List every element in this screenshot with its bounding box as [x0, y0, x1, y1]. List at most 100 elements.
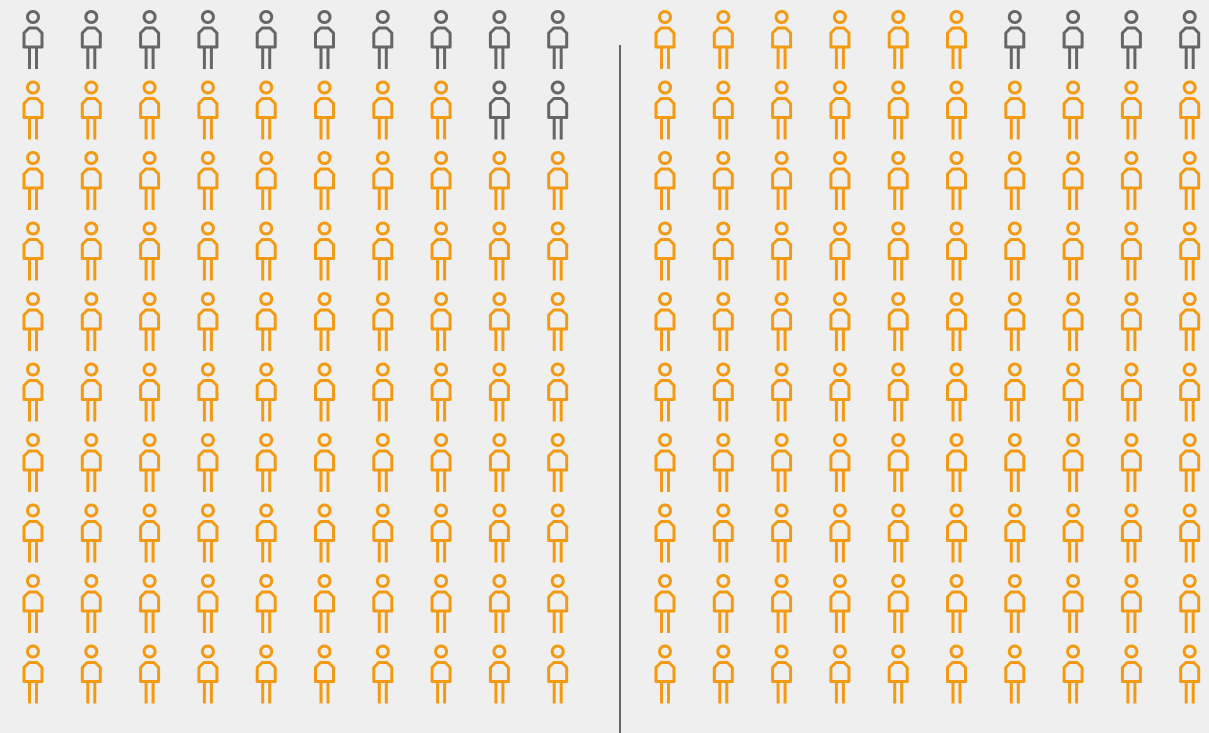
icon-head: [200, 292, 215, 306]
icon-body: [197, 308, 219, 331]
icon-body: [712, 26, 734, 49]
person-icon: [771, 644, 793, 704]
icon-body: [255, 449, 277, 472]
person-icon: [946, 151, 967, 210]
icon-head: [142, 503, 157, 518]
person-icon: [654, 151, 676, 210]
icon-body: [22, 238, 44, 260]
icon-body: [1179, 661, 1201, 683]
icon-head: [26, 221, 40, 236]
icon-body: [314, 590, 335, 613]
icon-body: [771, 449, 793, 472]
icon-body: [488, 449, 510, 472]
icon-head: [26, 433, 40, 447]
icon-body: [372, 167, 394, 190]
icon-body: [430, 520, 452, 542]
person-icon: [547, 221, 569, 281]
icon-body: [1179, 520, 1201, 542]
icon-head: [1182, 362, 1197, 377]
icon-head: [949, 10, 964, 24]
icon-head: [375, 433, 390, 447]
icon-head: [317, 151, 332, 165]
person-icon: [654, 503, 676, 563]
icon-body: [887, 520, 909, 542]
icon-head: [1182, 574, 1197, 588]
person-icon: [946, 10, 967, 69]
icon-body: [139, 308, 161, 331]
icon-body: [22, 590, 44, 613]
icon-body: [1120, 238, 1142, 260]
person-icon: [887, 433, 909, 492]
icon-body: [139, 590, 161, 613]
icon-body: [430, 167, 452, 190]
icon-body: [22, 167, 44, 190]
icon-head: [375, 151, 390, 165]
icon-body: [771, 590, 793, 613]
icon-body: [80, 590, 102, 613]
icon-head: [434, 362, 449, 377]
icon-head: [200, 433, 215, 447]
person-icon: [139, 151, 161, 210]
icon-head: [259, 151, 274, 165]
icon-head: [200, 644, 215, 659]
person-icon: [1120, 433, 1142, 492]
person-icon: [712, 433, 734, 492]
icon-head: [658, 151, 672, 165]
icon-head: [1066, 503, 1081, 518]
icon-body: [80, 379, 102, 401]
icon-head: [832, 362, 847, 377]
person-icon: [197, 80, 219, 140]
person-icon: [712, 292, 734, 351]
person-icon: [430, 574, 452, 633]
person-icon: [887, 221, 909, 281]
person-icon: [654, 574, 676, 633]
person-icon: [488, 644, 510, 704]
icon-body: [1004, 238, 1026, 260]
icon-body: [1062, 167, 1084, 190]
icon-head: [26, 362, 40, 377]
person-icon: [80, 80, 102, 140]
icon-body: [654, 167, 676, 190]
icon-body: [829, 590, 851, 613]
icon-body: [22, 379, 44, 401]
icon-head: [1066, 292, 1081, 306]
icon-body: [547, 238, 569, 260]
icon-head: [375, 644, 390, 659]
icon-head: [550, 10, 565, 24]
person-icon: [887, 574, 909, 633]
icon-body: [314, 449, 335, 472]
icon-body: [372, 449, 394, 472]
icon-head: [774, 10, 789, 24]
icon-body: [1120, 590, 1142, 613]
person-icon: [771, 10, 793, 69]
icon-head: [891, 80, 906, 95]
person-icon: [22, 644, 44, 704]
icon-body: [1062, 661, 1084, 683]
icon-body: [654, 449, 676, 472]
person-icon: [547, 503, 569, 563]
person-icon: [488, 503, 510, 563]
icon-head: [1007, 433, 1022, 447]
icon-head: [26, 503, 40, 518]
icon-body: [946, 26, 967, 49]
icon-head: [26, 151, 40, 165]
icon-body: [946, 661, 967, 683]
person-icon: [1004, 80, 1026, 140]
person-icon: [488, 10, 510, 69]
icon-head: [949, 503, 964, 518]
person-icon: [22, 221, 44, 281]
icon-head: [259, 644, 274, 659]
icon-head: [774, 503, 789, 518]
icon-body: [314, 379, 335, 401]
icon-head: [1124, 80, 1139, 95]
icon-body: [139, 449, 161, 472]
icon-head: [832, 574, 847, 588]
icon-body: [946, 379, 967, 401]
icon-body: [1004, 167, 1026, 190]
icon-body: [139, 97, 161, 119]
person-icon: [255, 221, 277, 281]
icon-body: [771, 379, 793, 401]
icon-body: [430, 449, 452, 472]
person-icon: [1120, 151, 1142, 210]
icon-body: [80, 449, 102, 472]
